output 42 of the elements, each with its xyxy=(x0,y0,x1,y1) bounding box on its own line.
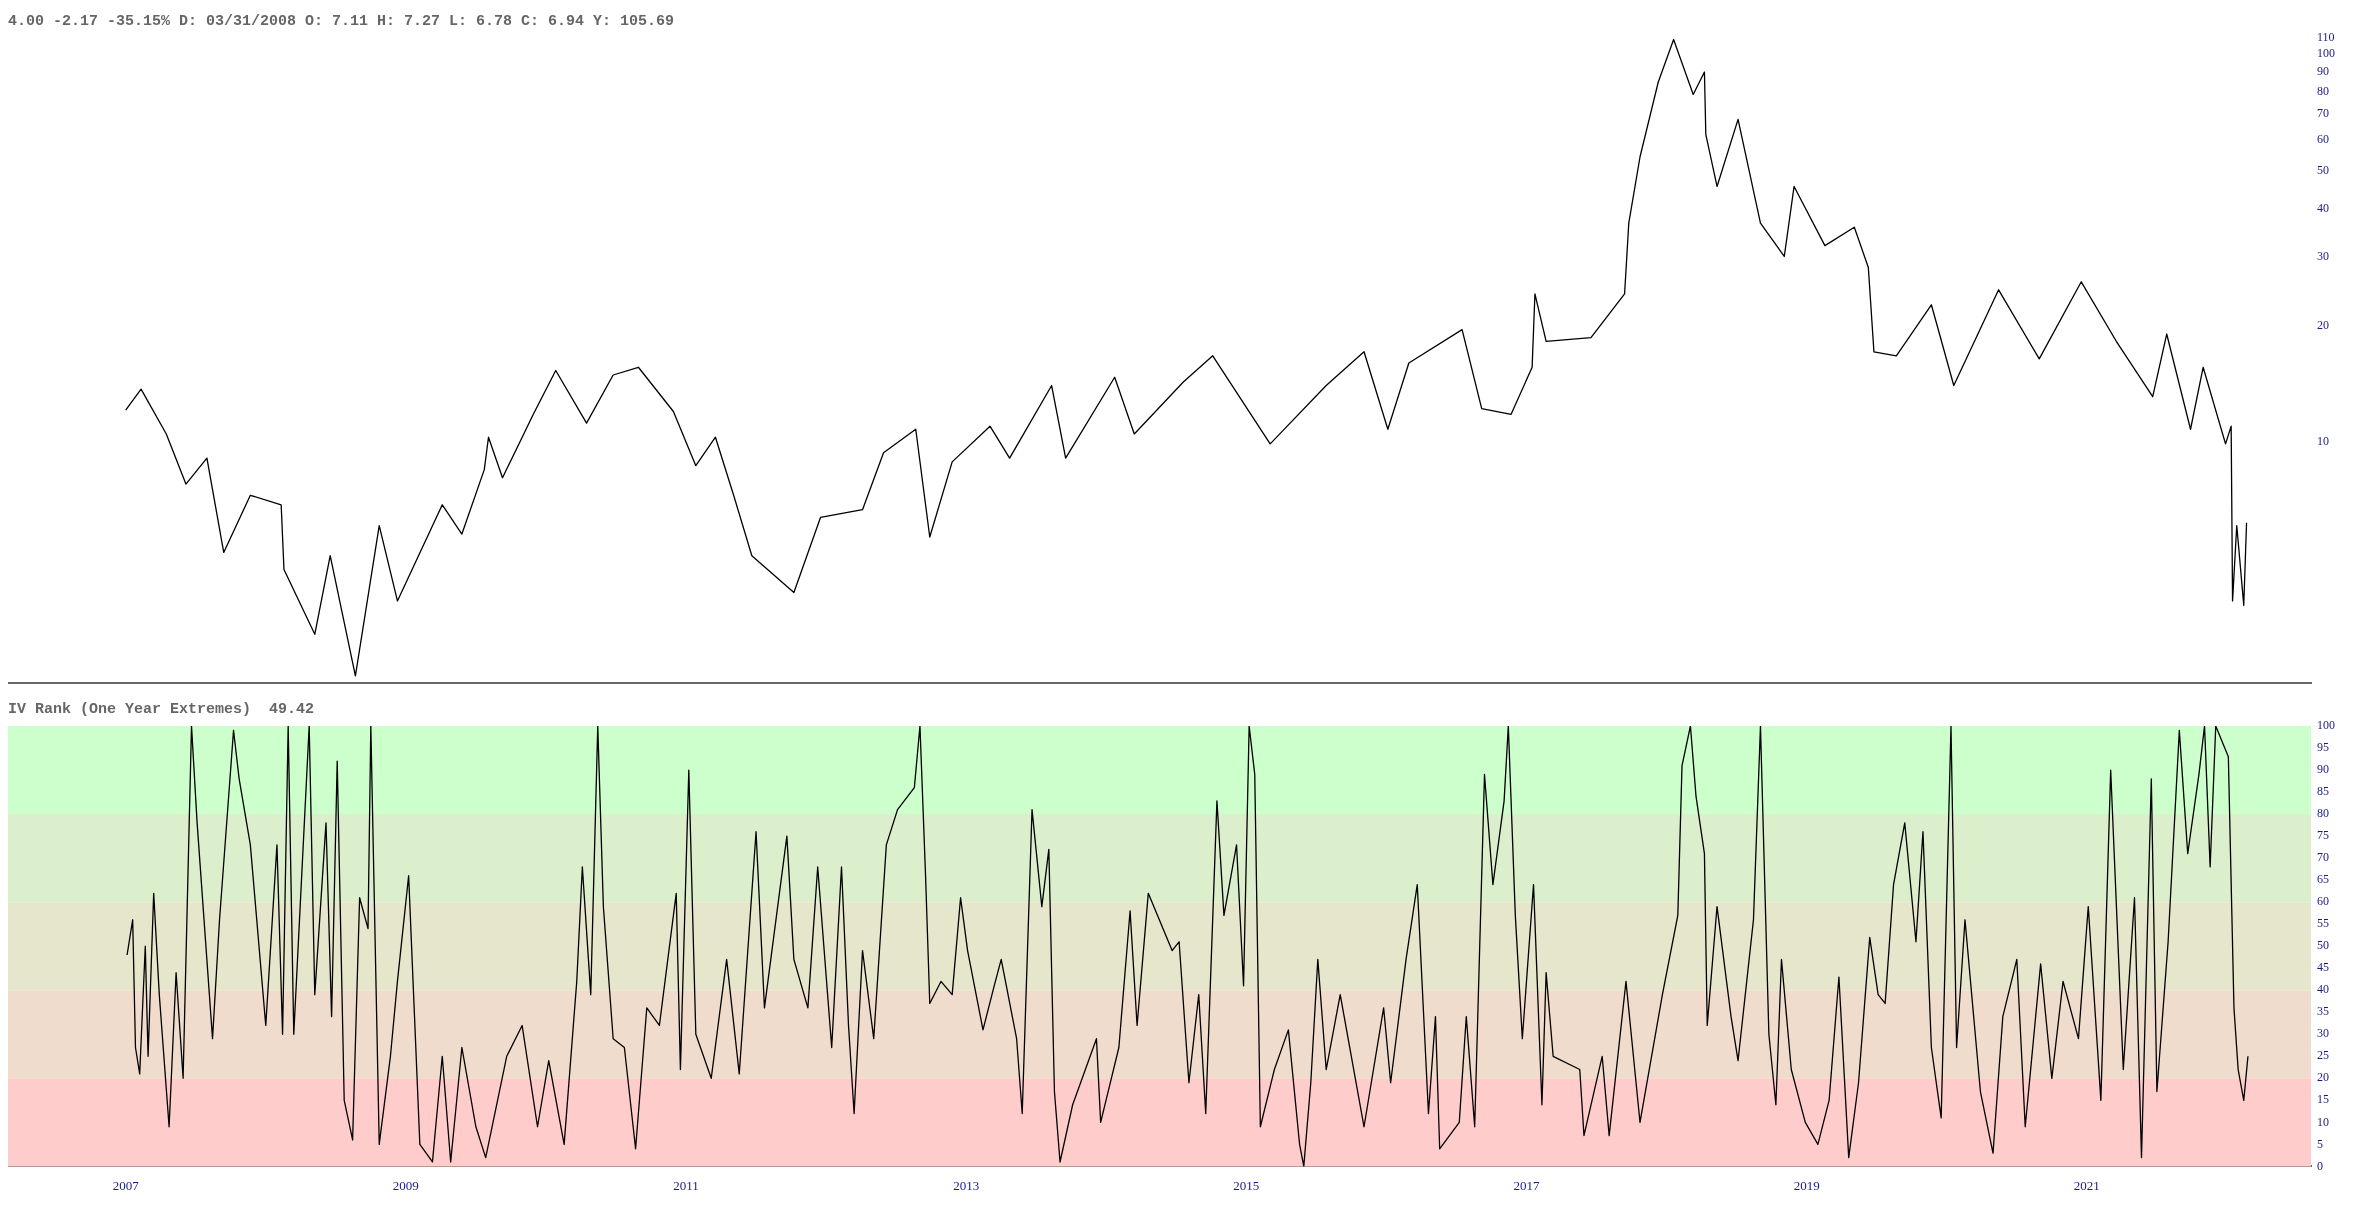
y-tick-label: 35 xyxy=(2317,1004,2329,1019)
y-tick-label: 70 xyxy=(2317,106,2329,121)
y-tick-label: 60 xyxy=(2317,894,2329,909)
y-tick-label: 30 xyxy=(2317,249,2329,264)
y-tick-label: 45 xyxy=(2317,960,2329,975)
y-tick-label: 20 xyxy=(2317,1070,2329,1085)
y-tick-label: 40 xyxy=(2317,200,2329,215)
y-tick-label: 100 xyxy=(2317,718,2335,733)
y-tick-label: 10 xyxy=(2317,434,2329,449)
y-tick-label: 5 xyxy=(2317,1136,2323,1151)
y-tick-label: 90 xyxy=(2317,63,2329,78)
y-tick-label: 110 xyxy=(2317,30,2335,45)
y-tick-label: 60 xyxy=(2317,132,2329,147)
y-tick-label: 20 xyxy=(2317,317,2329,332)
y-tick-label: 0 xyxy=(2317,1158,2323,1173)
x-tick-label: 2011 xyxy=(673,1177,699,1193)
x-tick-label: 2007 xyxy=(112,1177,140,1193)
y-tick-label: 55 xyxy=(2317,916,2329,931)
y-tick-label: 15 xyxy=(2317,1092,2329,1107)
y-tick-label: 10 xyxy=(2317,1114,2329,1129)
x-tick-label: 2019 xyxy=(1793,1177,1820,1193)
y-tick-label: 100 xyxy=(2317,46,2335,61)
y-tick-label: 30 xyxy=(2317,1026,2329,1041)
chart-title: IV Rank (One Year Extremes) 49.42 xyxy=(8,700,315,718)
y-tick-label: 65 xyxy=(2317,872,2329,887)
y-tick-label: 90 xyxy=(2317,762,2329,777)
y-tick-label: 40 xyxy=(2317,982,2329,997)
y-tick-label: 50 xyxy=(2317,163,2329,178)
y-tick-label: 80 xyxy=(2317,83,2329,98)
y-tick-label: 70 xyxy=(2317,850,2329,865)
y-tick-label: 50 xyxy=(2317,938,2329,953)
y-tick-label: 95 xyxy=(2317,740,2329,755)
x-tick-label: 2015 xyxy=(1233,1177,1260,1193)
x-tick-label: 2009 xyxy=(392,1177,419,1193)
x-tick-label: 2021 xyxy=(2073,1177,2100,1193)
y-tick-label: 25 xyxy=(2317,1048,2329,1063)
chart-title: 4.00 -2.17 -35.15% D: 03/31/2008 O: 7.11 H: 7.27 L: 6.78 C: 6.94 Y: 105.69 xyxy=(8,12,675,30)
y-tick-label: 80 xyxy=(2317,806,2329,821)
y-tick-label: 85 xyxy=(2317,784,2329,799)
x-tick-label: 2017 xyxy=(1513,1177,1541,1193)
y-tick-label: 75 xyxy=(2317,828,2329,843)
x-tick-label: 2013 xyxy=(953,1177,980,1193)
